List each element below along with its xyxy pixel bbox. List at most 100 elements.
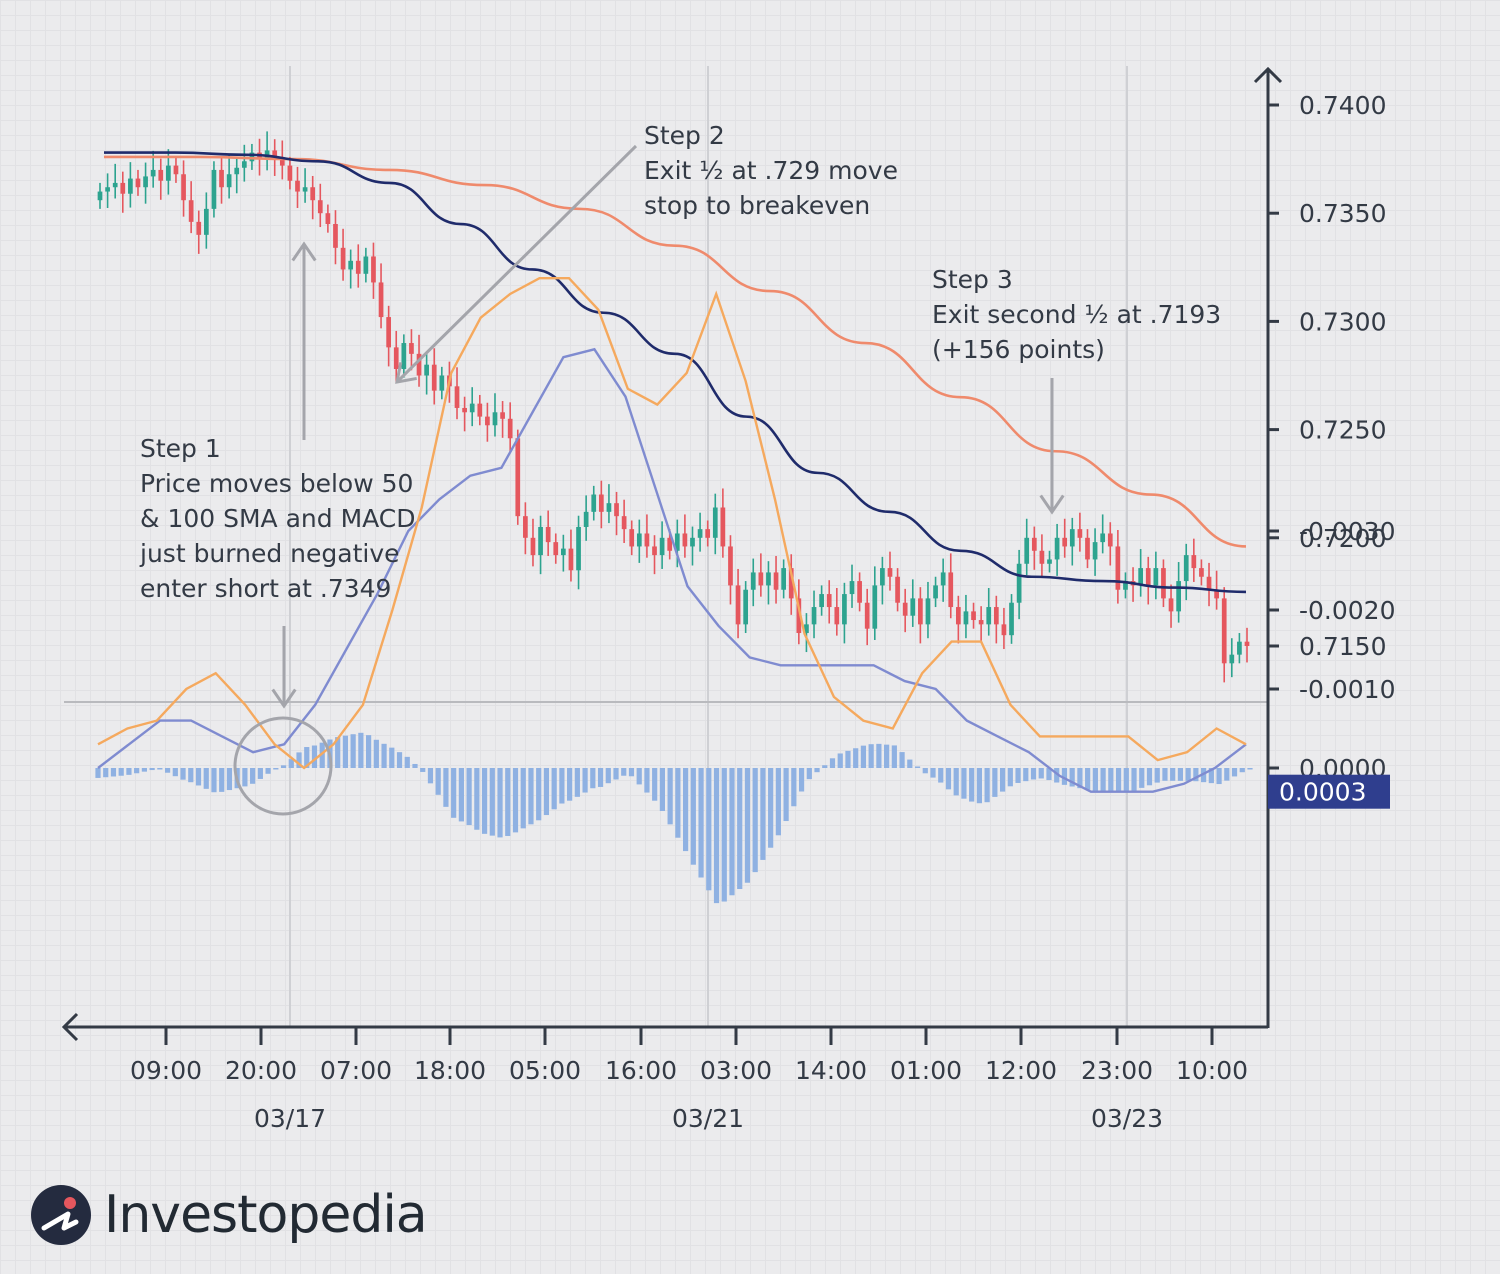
candle-body: [1206, 576, 1212, 590]
annotation-arrows: [233, 144, 1065, 816]
histogram-bar: [280, 765, 287, 768]
step1-title: Step 1: [140, 434, 221, 463]
candle-body: [1237, 641, 1242, 655]
macd-lines: [97, 277, 1247, 793]
candle-body: [788, 568, 794, 599]
candle-body: [1016, 563, 1022, 603]
candle-body: [978, 620, 984, 625]
histogram-bar: [621, 768, 627, 776]
candle-body: [1244, 641, 1250, 646]
histogram-bar: [219, 768, 225, 792]
candle-body: [629, 529, 635, 547]
candle-body: [1039, 550, 1045, 564]
histogram-bar: [1247, 768, 1253, 770]
candle-body: [568, 548, 574, 571]
histogram-bar: [1208, 768, 1214, 784]
candle-body: [849, 581, 855, 595]
histogram-bar: [211, 768, 217, 793]
candle-body: [325, 213, 331, 225]
candle-body: [1024, 537, 1030, 564]
arrow-head-icon: [395, 362, 417, 384]
histogram-bar: [698, 768, 704, 878]
candle-body: [910, 598, 916, 616]
histogram-bar: [118, 768, 124, 776]
candle-body: [598, 494, 604, 512]
histogram-bar: [497, 768, 503, 838]
candle-body: [143, 176, 148, 188]
histogram-bar: [373, 739, 379, 768]
histogram-bar: [296, 752, 302, 768]
candle-body: [880, 568, 885, 586]
time-tick-label: 20:00: [225, 1056, 297, 1085]
candle-body: [781, 568, 786, 590]
histogram-bar: [1115, 768, 1122, 792]
candle-body: [1047, 559, 1052, 564]
histogram-bar: [1185, 768, 1191, 781]
histogram-bar: [744, 768, 751, 883]
histogram-bar: [427, 768, 434, 784]
time-tick-label: 03:00: [700, 1056, 772, 1085]
candle-body: [203, 208, 209, 235]
candle-body: [955, 607, 961, 625]
candle-body: [826, 594, 832, 608]
histogram-bar: [358, 732, 364, 768]
candle-body: [150, 169, 156, 177]
candle-body: [545, 526, 551, 543]
histogram-bar: [451, 768, 457, 818]
candle-body: [317, 200, 323, 214]
candle-body: [834, 607, 840, 625]
time-tick-label: 12:00: [985, 1056, 1057, 1085]
candle-body: [636, 533, 642, 547]
candle-body: [530, 537, 536, 556]
histogram-bar: [1061, 768, 1068, 785]
histogram-bar: [335, 737, 341, 768]
candle-body: [758, 572, 764, 586]
histogram-bar: [992, 768, 998, 797]
candle-body: [1199, 568, 1204, 577]
histogram-bar: [1108, 768, 1114, 792]
candle-body: [302, 187, 308, 192]
histogram-bar: [350, 734, 356, 768]
histogram-bar: [1231, 768, 1238, 777]
candle-body: [287, 165, 293, 181]
brand-name: Investopedia: [104, 1185, 428, 1245]
histogram-bar: [976, 768, 982, 804]
candle-body: [1123, 581, 1128, 590]
macd-line: [97, 277, 1247, 770]
time-tick-label: 23:00: [1081, 1056, 1153, 1085]
histogram-bar: [613, 768, 619, 780]
histogram-bar: [474, 768, 480, 830]
histogram-bar: [1131, 768, 1137, 791]
candle-body: [940, 572, 946, 586]
histogram-bar: [1007, 768, 1013, 787]
candle-body: [439, 375, 445, 391]
candle-body: [963, 611, 969, 625]
date-label: 03/23: [1091, 1104, 1163, 1133]
candle-body: [1153, 568, 1159, 586]
time-tick-label: 14:00: [795, 1056, 867, 1085]
candle-body: [340, 247, 346, 270]
candle-body: [1191, 555, 1197, 569]
candle-body: [895, 576, 900, 603]
histogram-bar: [644, 768, 650, 793]
histogram-bar: [489, 768, 495, 836]
axes: [61, 66, 1283, 1042]
histogram-bar: [1177, 768, 1184, 781]
candle-body: [1001, 624, 1007, 636]
time-tick-label: 18:00: [414, 1056, 486, 1085]
histogram-bar: [1146, 768, 1153, 786]
histogram-bar: [969, 768, 975, 802]
price-tick-label: 0.7200: [1299, 524, 1386, 553]
histogram-bar: [1239, 768, 1245, 773]
histogram-bar: [304, 747, 310, 768]
histogram-bar: [961, 768, 967, 799]
histogram-bar: [1224, 768, 1230, 781]
step1-annotation: Step 1 Price moves below 50 & 100 SMA an…: [140, 431, 416, 606]
histogram-bar: [311, 745, 318, 768]
candle-body: [902, 602, 908, 616]
candle-body: [720, 507, 726, 547]
candle-body: [705, 529, 711, 538]
candle-body: [887, 568, 893, 577]
histogram-bar: [798, 768, 805, 792]
